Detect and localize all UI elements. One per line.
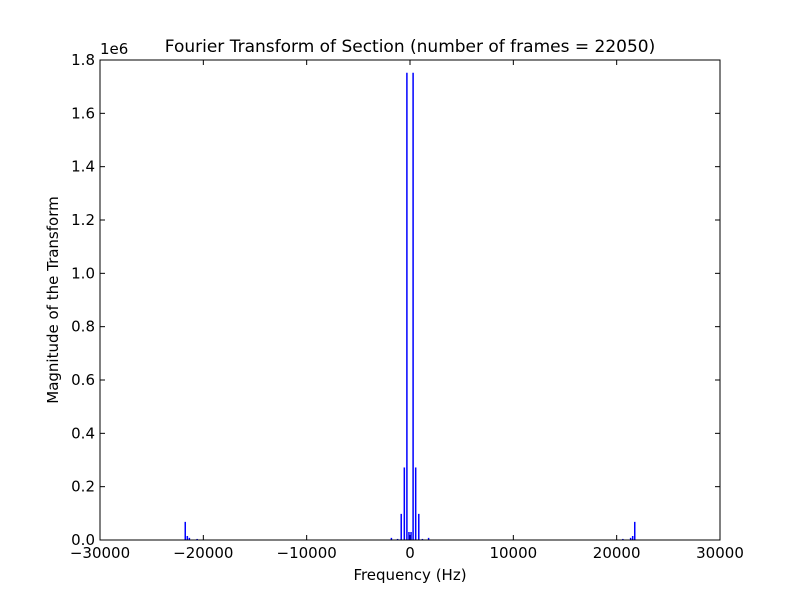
y-tick-label: 0.0 (71, 531, 95, 549)
y-tick-label: 0.6 (71, 371, 95, 389)
y-tick-label: 1.6 (71, 104, 95, 122)
axis-ticks: −30000 −20000 −10000 0 10000 20000 30000 0.0 0.2… (70, 51, 744, 562)
x-tick-label: 20000 (593, 544, 641, 562)
y-offset-label: 1e6 (100, 40, 128, 58)
x-tick-label: 10000 (489, 544, 537, 562)
x-tick-label: −10000 (277, 544, 337, 562)
y-tick-label: 0.4 (71, 424, 95, 442)
x-tick-label: −30000 (70, 544, 130, 562)
y-tick-label: 0.8 (71, 318, 95, 336)
x-tick-label: 0 (405, 544, 415, 562)
y-tick-label: 1.0 (71, 264, 95, 282)
y-tick-label: 0.2 (71, 478, 95, 496)
y-tick-label: 1.2 (71, 211, 95, 229)
y-tick-label: 1.4 (71, 158, 95, 176)
series-marks (184, 72, 636, 540)
x-tick-label: −20000 (173, 544, 233, 562)
x-axis-label: Frequency (Hz) (353, 566, 466, 584)
plot-frame (99, 59, 721, 541)
y-axis-label: Magnitude of the Transform (44, 196, 62, 403)
chart-title: Fourier Transform of Section (number of … (165, 37, 655, 57)
x-tick-label: 30000 (696, 544, 744, 562)
y-tick-label: 1.8 (71, 51, 95, 69)
